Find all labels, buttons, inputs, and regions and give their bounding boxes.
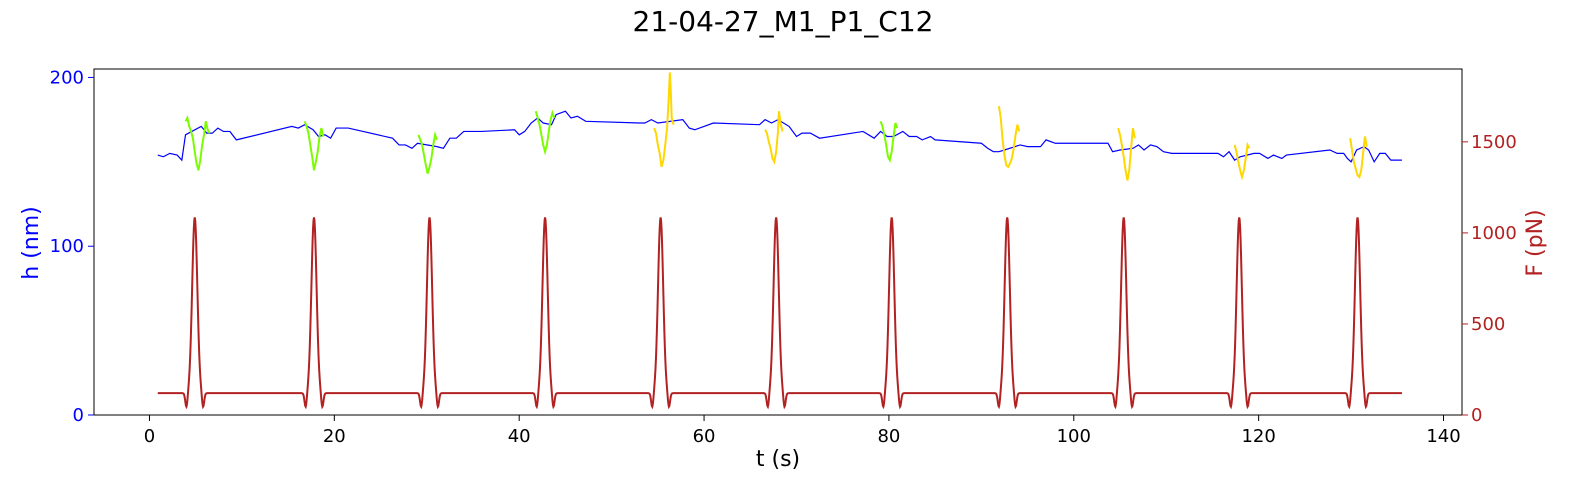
height-segment-green <box>303 120 325 171</box>
height-segment-gold <box>653 72 675 168</box>
x-tick-label: 0 <box>144 426 155 447</box>
x-tick-label: 100 <box>1057 426 1091 447</box>
x-axis-title: t (s) <box>756 447 800 472</box>
x-tick-label: 120 <box>1241 426 1275 447</box>
height-segment-gold <box>1233 141 1251 181</box>
height-segment-green <box>417 131 438 174</box>
height-segment-green <box>534 109 556 156</box>
right-y-axis-title: F (pN) <box>1523 209 1548 276</box>
right-y-axis: 0 500 1000 1500 <box>1462 132 1517 426</box>
height-segment-gold <box>1117 127 1136 181</box>
series-layer <box>157 72 1402 410</box>
height-segment-gold <box>997 105 1021 169</box>
right-y-tick-label: 500 <box>1471 314 1505 335</box>
left-y-tick-label: 200 <box>50 67 84 88</box>
height-segment-gold <box>1349 136 1368 179</box>
height-segment-gold <box>764 111 784 165</box>
x-tick-label: 140 <box>1426 426 1460 447</box>
right-y-tick-label: 1000 <box>1471 223 1517 244</box>
left-y-tick-label: 100 <box>50 236 84 257</box>
right-y-tick-label: 0 <box>1471 405 1482 426</box>
left-y-tick-label: 0 <box>73 405 84 426</box>
plot-frame <box>93 68 1463 416</box>
x-axis: 0 20 40 60 80 100 120 140 <box>144 415 1461 447</box>
x-tick-label: 60 <box>693 426 716 447</box>
x-tick-label: 80 <box>877 426 900 447</box>
left-y-axis: 0 100 200 <box>50 67 94 426</box>
force-series-line <box>157 217 1402 410</box>
chart-title: 21-04-27_M1_P1_C12 <box>633 5 934 38</box>
height-segment-green <box>184 115 211 171</box>
left-y-axis-title: h (nm) <box>19 206 44 279</box>
height-segment-green <box>879 120 899 163</box>
x-tick-label: 20 <box>323 426 346 447</box>
x-tick-label: 40 <box>508 426 531 447</box>
right-y-tick-label: 1500 <box>1471 132 1517 153</box>
